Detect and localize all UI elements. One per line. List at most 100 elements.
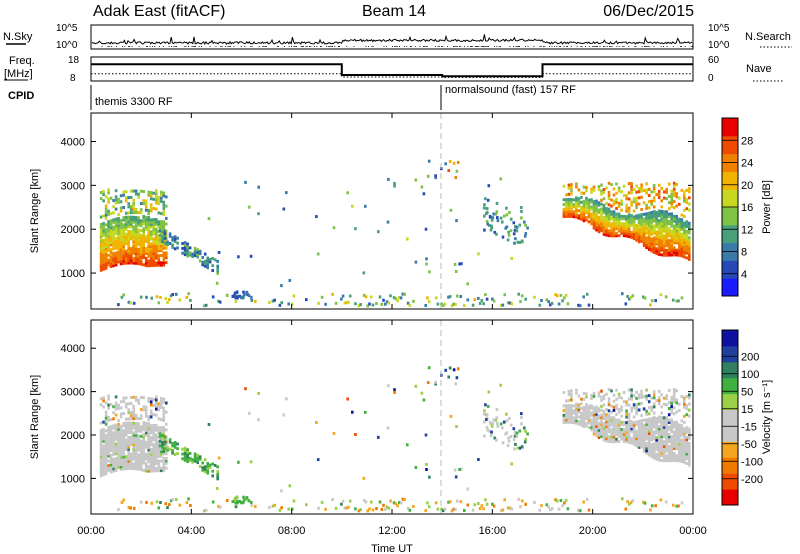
- velocity-cell: [127, 462, 130, 466]
- power-cell: [627, 209, 631, 213]
- power-cell: [124, 211, 128, 215]
- velocity-cell: [368, 507, 371, 511]
- power-cell: [662, 234, 666, 238]
- velocity-cell: [104, 469, 108, 473]
- power-cell: [317, 301, 320, 305]
- velocity-cell: [134, 448, 138, 452]
- power-cell: [142, 222, 145, 226]
- velocity-cell: [600, 427, 603, 431]
- velocity-cell: [675, 435, 678, 439]
- velocity-cell: [117, 406, 120, 410]
- velocity-cell: [665, 428, 668, 432]
- power-cell: [565, 210, 568, 214]
- velocity-cell: [340, 502, 343, 506]
- power-cell: [147, 247, 150, 251]
- velocity-cell: [688, 414, 691, 418]
- velocity-cell: [124, 417, 128, 421]
- velocity-cell: [134, 445, 138, 449]
- power-cell: [647, 206, 651, 210]
- power-cell: [645, 212, 648, 216]
- velocity-cell: [107, 403, 110, 407]
- velocity-cell: [615, 437, 618, 441]
- velocity-cell: [607, 416, 611, 419]
- power-cell: [119, 206, 123, 210]
- power-cell: [114, 261, 118, 264]
- velocity-cell: [595, 427, 598, 431]
- power-cell: [570, 214, 573, 218]
- velocity-cell: [104, 434, 108, 438]
- power-cell: [168, 242, 172, 245]
- velocity-cell: [665, 403, 668, 407]
- velocity-cell: [662, 447, 666, 451]
- power-cell: [657, 221, 661, 225]
- power-cell: [585, 208, 588, 212]
- velocity-cell: [178, 503, 182, 507]
- power-cell: [114, 253, 118, 257]
- power-cell: [119, 262, 123, 266]
- power-cell: [171, 243, 174, 247]
- velocity-cell: [683, 414, 686, 418]
- velocity-cell: [572, 404, 576, 408]
- power-cell: [549, 303, 552, 307]
- velocity-cell: [155, 500, 159, 504]
- power-cell: [665, 217, 668, 221]
- power-cell: [590, 207, 593, 211]
- velocity-cell: [104, 450, 108, 454]
- power-cell: [112, 220, 115, 224]
- power-cell: [620, 217, 623, 221]
- velocity-cell: [142, 444, 145, 448]
- power-cell: [507, 230, 510, 234]
- power-cell: [152, 249, 156, 253]
- velocity-cell: [249, 460, 253, 464]
- power-cell: [427, 300, 431, 304]
- velocity-cell: [137, 448, 140, 452]
- velocity-cell: [104, 446, 108, 449]
- power-cell: [582, 295, 585, 299]
- power-cell: [250, 298, 254, 302]
- velocity-cell: [602, 424, 606, 428]
- velocity-cell: [640, 414, 643, 418]
- velocity-cell: [538, 508, 542, 512]
- velocity-cell: [216, 465, 219, 469]
- power-cell: [657, 224, 661, 227]
- power-cell: [134, 192, 138, 196]
- velocity-cell: [165, 410, 168, 414]
- power-cell: [127, 254, 130, 258]
- power-cell: [640, 227, 643, 231]
- power-cell: [104, 250, 108, 253]
- power-cell: [683, 193, 686, 197]
- power-cell: [501, 235, 505, 239]
- power-cell: [637, 233, 641, 236]
- velocity-cell: [460, 467, 463, 471]
- velocity-cell: [396, 504, 399, 508]
- velocity-cell: [675, 456, 678, 460]
- velocity-cell: [540, 504, 543, 508]
- velocity-cell: [675, 398, 678, 402]
- power-cell: [155, 220, 158, 224]
- power-cell: [181, 242, 184, 245]
- velocity-cell: [155, 395, 158, 399]
- velocity-cell: [160, 452, 163, 456]
- velocity-cell: [188, 456, 192, 460]
- velocity-cell: [592, 415, 596, 419]
- velocity-cell: [152, 424, 156, 427]
- velocity-cell: [122, 457, 125, 461]
- power-cell: [235, 290, 239, 294]
- power-cell: [137, 240, 140, 244]
- power-cell: [567, 186, 571, 190]
- power-cell: [625, 234, 628, 238]
- velocity-cell: [127, 411, 130, 415]
- power-cell: [147, 228, 150, 232]
- velocity-cell: [139, 434, 143, 438]
- velocity-cell: [346, 397, 349, 401]
- power-cell: [675, 192, 678, 196]
- power-cell: [580, 215, 583, 219]
- power-cell: [183, 243, 187, 247]
- velocity-cell: [165, 401, 168, 405]
- velocity-cell: [610, 437, 613, 441]
- power-cell: [655, 235, 658, 239]
- power-cell: [660, 236, 663, 240]
- velocity-cell: [625, 415, 628, 419]
- velocity-cell: [590, 425, 593, 429]
